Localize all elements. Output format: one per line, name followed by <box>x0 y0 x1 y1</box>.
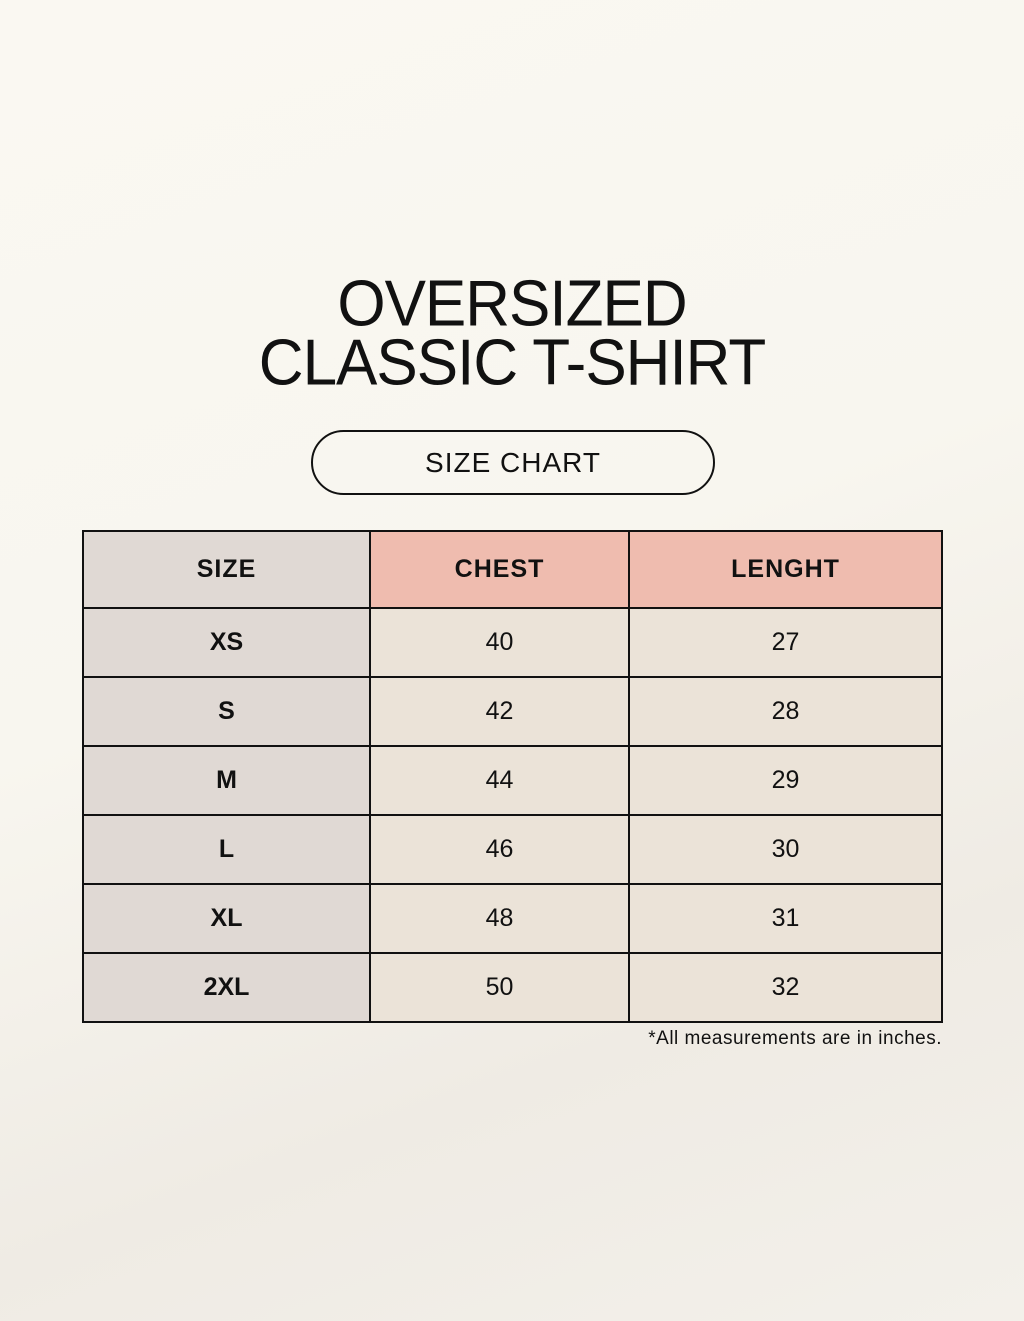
table-row: XL 48 31 <box>82 883 943 954</box>
table-row: XS 40 27 <box>82 607 943 678</box>
length-cell: 28 <box>628 676 943 747</box>
chest-cell: 48 <box>368 883 631 954</box>
size-chart-badge: SIZE CHART <box>311 430 715 495</box>
length-cell: 29 <box>628 745 943 816</box>
chest-cell: 42 <box>368 676 631 747</box>
table-header-row: SIZE CHEST LENGHT <box>82 530 943 609</box>
chest-cell: 40 <box>368 607 631 678</box>
size-cell: XL <box>82 883 371 954</box>
table-row: 2XL 50 32 <box>82 952 943 1023</box>
header-chest: CHEST <box>368 530 631 609</box>
length-cell: 27 <box>628 607 943 678</box>
length-cell: 30 <box>628 814 943 885</box>
title-line-1: OVERSIZED <box>337 267 687 341</box>
length-cell: 32 <box>628 952 943 1023</box>
size-cell: XS <box>82 607 371 678</box>
chest-cell: 50 <box>368 952 631 1023</box>
table-row: M 44 29 <box>82 745 943 816</box>
size-cell: 2XL <box>82 952 371 1023</box>
title-line-2: CLASSIC T-SHIRT <box>258 326 766 400</box>
table-row: S 42 28 <box>82 676 943 747</box>
page-title: OVERSIZED CLASSIC T-SHIRT <box>0 267 1024 400</box>
length-cell: 31 <box>628 883 943 954</box>
size-cell: S <box>82 676 371 747</box>
size-cell: M <box>82 745 371 816</box>
size-cell: L <box>82 814 371 885</box>
measurement-note: *All measurements are in inches. <box>648 1028 942 1049</box>
table-row: L 46 30 <box>82 814 943 885</box>
size-table: SIZE CHEST LENGHT XS 40 27 S 42 28 M 44 29 L 46 30 X… <box>82 530 943 1023</box>
header-size: SIZE <box>82 530 371 609</box>
chest-cell: 46 <box>368 814 631 885</box>
chest-cell: 44 <box>368 745 631 816</box>
header-length: LENGHT <box>628 530 943 609</box>
